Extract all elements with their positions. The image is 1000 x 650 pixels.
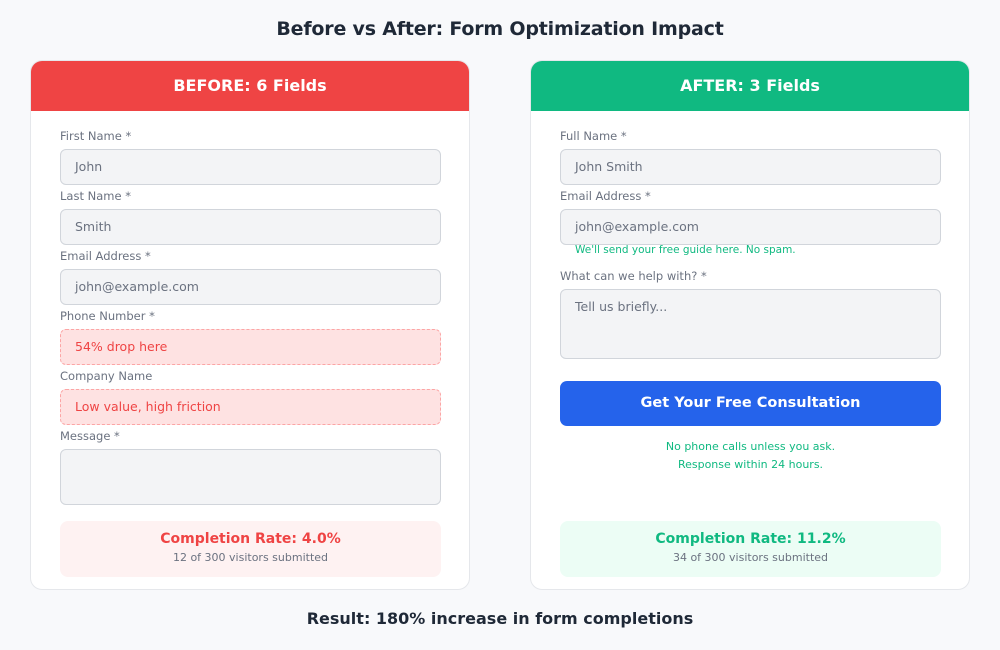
email-input[interactable]: john@example.com — [560, 209, 941, 245]
last-name-input[interactable]: Smith — [60, 209, 441, 245]
help-label: What can we help with? * — [560, 269, 707, 283]
after-submission-count: 34 of 300 visitors submitted — [672, 551, 829, 564]
after-completion-rate: Completion Rate: 11.2% — [655, 531, 846, 547]
after-form-card: AFTER: 3 Fields Full Name * John Smith E… — [530, 60, 970, 590]
reassurance-line-1: No phone calls unless you ask. — [665, 440, 836, 453]
full-name-input[interactable]: John Smith — [560, 149, 941, 185]
before-header: BEFORE: 6 Fields — [31, 61, 469, 111]
email-label: Email Address * — [60, 249, 151, 263]
email-input[interactable]: john@example.com — [60, 269, 441, 305]
help-textarea[interactable]: Tell us briefly... — [560, 289, 941, 359]
email-label: Email Address * — [560, 189, 651, 203]
company-label: Company Name — [60, 369, 153, 383]
phone-label: Phone Number * — [60, 309, 155, 323]
before-submission-count: 12 of 300 visitors submitted — [172, 551, 329, 564]
email-hint: We'll send your free guide here. No spam… — [575, 244, 796, 256]
phone-input[interactable]: 54% drop here — [60, 329, 441, 365]
after-header: AFTER: 3 Fields — [531, 61, 969, 111]
message-textarea[interactable] — [60, 449, 441, 505]
get-consultation-button[interactable]: Get Your Free Consultation — [560, 381, 941, 426]
last-name-label: Last Name * — [60, 189, 131, 203]
before-completion-rate: Completion Rate: 4.0% — [160, 531, 341, 547]
full-name-label: Full Name * — [560, 129, 627, 143]
page-title: Before vs After: Form Optimization Impac… — [276, 18, 724, 40]
before-form-card: BEFORE: 6 Fields First Name * John Last … — [30, 60, 470, 590]
after-completion-stat: Completion Rate: 11.2% 34 of 300 visitor… — [560, 521, 941, 577]
result-summary: Result: 180% increase in form completion… — [306, 609, 694, 628]
message-label: Message * — [60, 429, 120, 443]
first-name-input[interactable]: John — [60, 149, 441, 185]
before-completion-stat: Completion Rate: 4.0% 12 of 300 visitors… — [60, 521, 441, 577]
company-input[interactable]: Low value, high friction — [60, 389, 441, 425]
reassurance-line-2: Response within 24 hours. — [677, 458, 824, 471]
first-name-label: First Name * — [60, 129, 132, 143]
